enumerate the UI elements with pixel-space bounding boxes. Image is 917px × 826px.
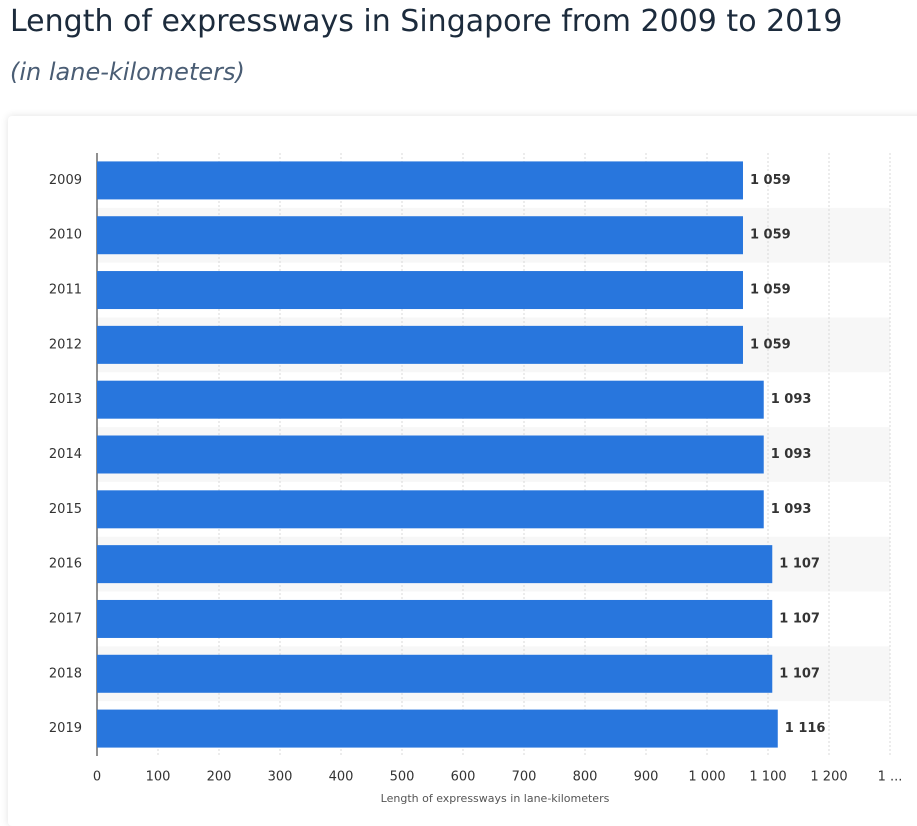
bar	[97, 380, 764, 419]
chart-subtitle: (in lane-kilometers)	[10, 58, 245, 86]
x-tick-label: 1 ...	[878, 770, 903, 785]
value-label: 1 059	[750, 173, 791, 188]
bar	[97, 161, 743, 200]
x-tick-label: 1 100	[749, 770, 786, 785]
x-tick-label: 300	[268, 770, 293, 785]
value-label: 1 093	[771, 447, 812, 462]
bar	[97, 216, 743, 255]
bar	[97, 325, 743, 364]
x-tick-label: 1 200	[810, 770, 847, 785]
y-tick-label: 2018	[49, 666, 82, 681]
bar	[97, 271, 743, 310]
x-tick-label: 0	[93, 770, 101, 785]
x-tick-label: 800	[573, 770, 598, 785]
y-tick-label: 2019	[49, 721, 82, 736]
x-axis-title: Length of expressways in lane-kilometers	[381, 792, 610, 805]
x-tick-label: 600	[451, 770, 476, 785]
x-tick-label: 500	[390, 770, 415, 785]
value-label: 1 093	[771, 502, 812, 517]
y-tick-label: 2009	[49, 173, 82, 188]
value-label: 1 107	[779, 557, 820, 572]
bar	[97, 654, 773, 693]
y-tick-label: 2016	[49, 557, 82, 572]
y-tick-label: 2017	[49, 611, 82, 626]
x-tick-label: 700	[512, 770, 537, 785]
x-tick-label: 200	[207, 770, 232, 785]
y-tick-label: 2015	[49, 502, 82, 517]
bar	[97, 435, 764, 474]
bar	[97, 599, 773, 638]
bar	[97, 545, 773, 584]
value-label: 1 059	[750, 337, 791, 352]
y-tick-label: 2013	[49, 392, 82, 407]
value-label: 1 059	[750, 283, 791, 298]
y-tick-label: 2011	[49, 283, 82, 298]
x-tick-label: 100	[146, 770, 171, 785]
value-label: 1 059	[750, 228, 791, 243]
x-tick-label: 900	[634, 770, 659, 785]
y-tick-label: 2012	[49, 337, 82, 352]
value-label: 1 116	[785, 721, 826, 736]
chart-title: Length of expressways in Singapore from …	[10, 4, 843, 39]
y-tick-label: 2014	[49, 447, 82, 462]
value-label: 1 107	[779, 666, 820, 681]
x-tick-label: 1 000	[688, 770, 725, 785]
x-tick-label: 400	[329, 770, 354, 785]
value-label: 1 107	[779, 611, 820, 626]
y-tick-label: 2010	[49, 228, 82, 243]
bar	[97, 709, 778, 748]
value-label: 1 093	[771, 392, 812, 407]
bar	[97, 490, 764, 529]
